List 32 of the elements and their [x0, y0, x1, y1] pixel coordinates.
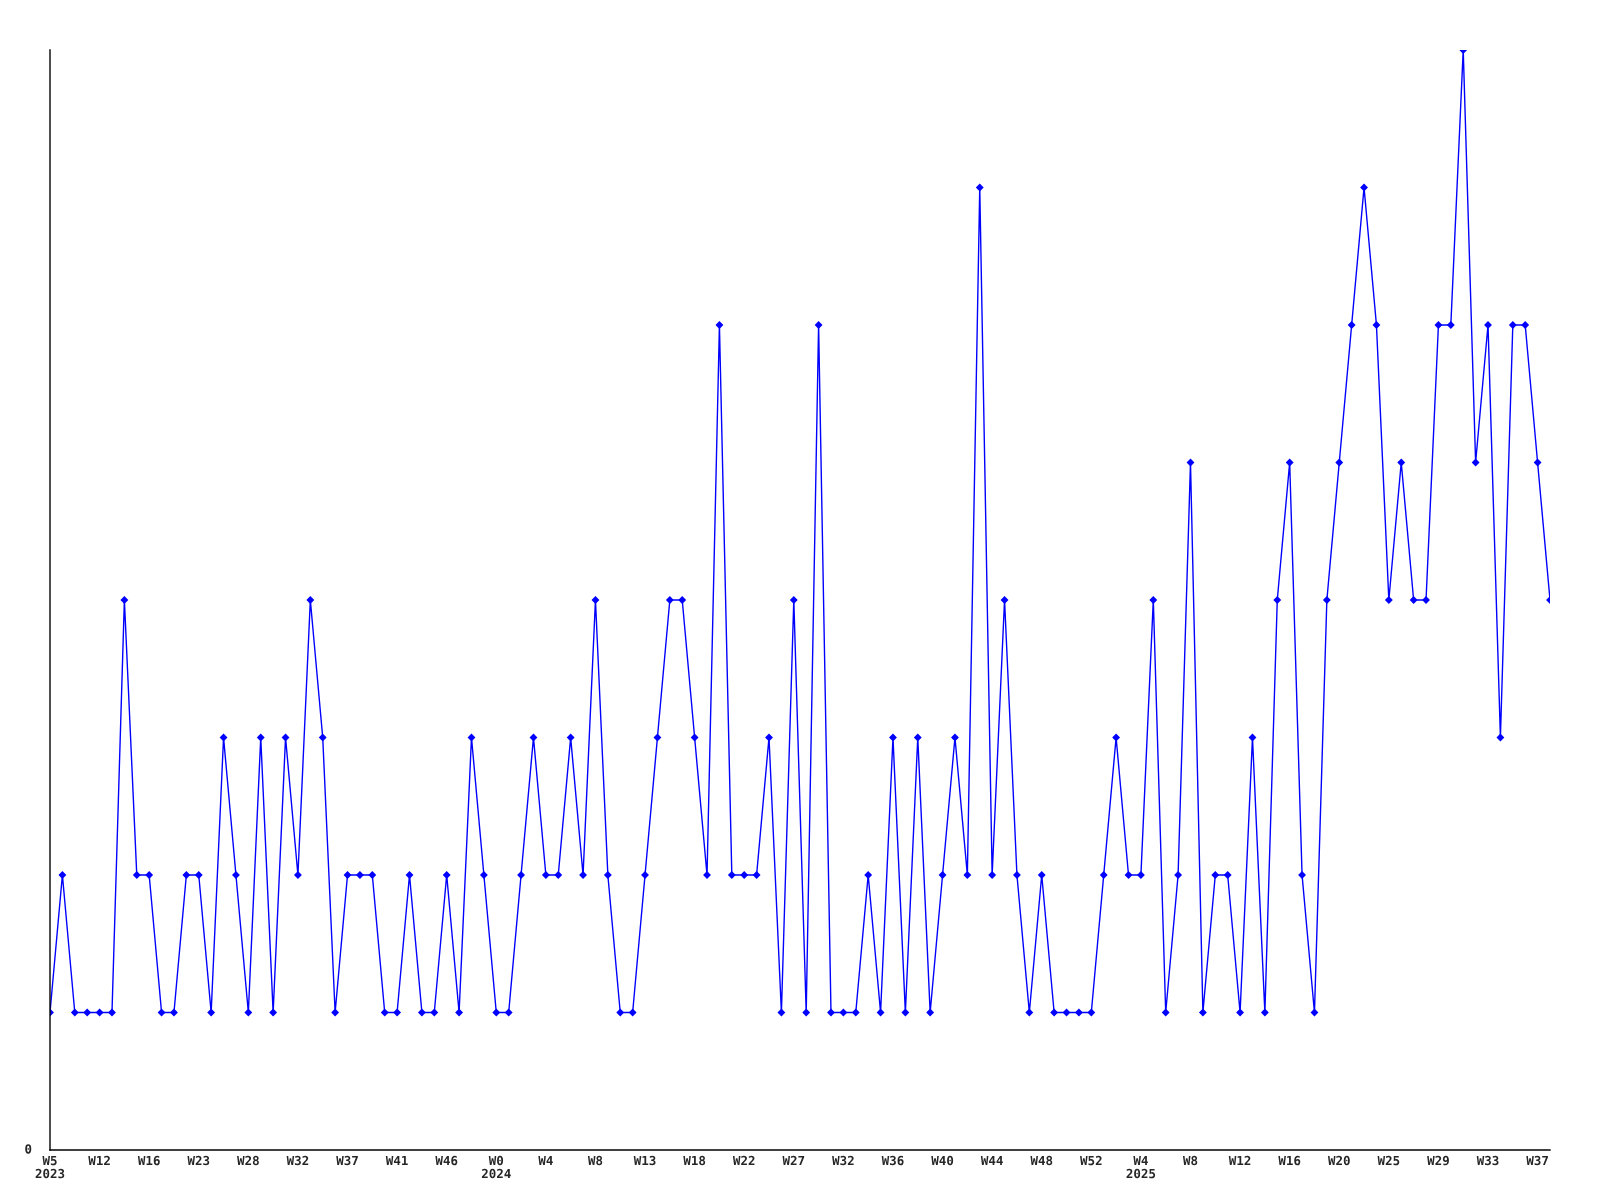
- x-tick-label: W18: [683, 1155, 706, 1166]
- x-tick-label: W52: [1080, 1155, 1102, 1166]
- x-tick-label: W25: [1377, 1155, 1400, 1166]
- x-tick-label: W33: [1476, 1155, 1499, 1166]
- x-tick-label: W5 2023: [35, 1155, 65, 1179]
- x-tick-label: W0 2024: [481, 1155, 511, 1179]
- x-tick-label: W37: [336, 1155, 358, 1166]
- x-tick-label: W4: [538, 1155, 553, 1166]
- x-tick-label: W28: [237, 1155, 259, 1166]
- x-tick-label: W12: [1228, 1155, 1251, 1166]
- x-tick-label: W44: [980, 1155, 1003, 1166]
- x-tick-label: W13: [633, 1155, 656, 1166]
- x-tick-label: W48: [1030, 1155, 1053, 1166]
- x-tick-label: W23: [187, 1155, 210, 1166]
- x-tick-label: W46: [435, 1155, 458, 1166]
- x-tick-label: W16: [1278, 1155, 1301, 1166]
- x-tick-label: W22: [732, 1155, 755, 1166]
- x-tick-label: W32: [286, 1155, 309, 1166]
- x-tick-label: W29: [1427, 1155, 1449, 1166]
- x-tick-label: W12: [88, 1155, 110, 1166]
- x-tick-label: W32: [832, 1155, 854, 1166]
- x-tick-label: W37: [1526, 1155, 1548, 1166]
- x-tick-label: W4 2025: [1126, 1155, 1156, 1179]
- x-tick-label: W36: [881, 1155, 904, 1166]
- x-tick-label: W8: [587, 1155, 603, 1166]
- x-tick-label: W16: [137, 1155, 160, 1166]
- x-tick-label: W40: [931, 1155, 954, 1166]
- x-tick-label: W27: [782, 1155, 805, 1166]
- x-tick-label: W8: [1182, 1155, 1198, 1166]
- x-tick-label: W20: [1327, 1155, 1350, 1166]
- x-tick-label: W41: [385, 1155, 408, 1166]
- text: 0: [25, 1144, 32, 1154]
